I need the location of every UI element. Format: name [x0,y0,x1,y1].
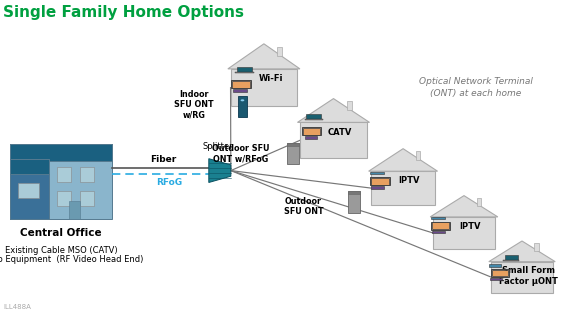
Text: Central Office: Central Office [20,228,101,239]
Bar [370,177,390,185]
Text: RFoG: RFoG [156,178,182,187]
Bar [302,127,321,135]
Bar [10,144,111,161]
Bar [10,159,49,174]
Bar [18,183,39,198]
Bar [233,89,247,92]
Text: Wi-Fi: Wi-Fi [258,74,283,84]
Text: IPTV: IPTV [459,222,481,231]
Bar [371,186,384,189]
Text: Optical Network Terminal
(ONT) at each home: Optical Network Terminal (ONT) at each h… [419,77,532,98]
Bar [370,172,384,174]
Bar [492,270,508,276]
Bar [57,167,71,182]
Bar [431,222,451,230]
Bar [431,217,444,219]
Text: Single Family Home Options: Single Family Home Options [3,5,244,20]
Polygon shape [209,159,231,182]
Text: Splitter: Splitter [202,142,233,151]
Text: ILL488A: ILL488A [3,304,31,310]
Bar [303,128,320,135]
Bar [235,72,254,73]
Bar [232,81,249,88]
Polygon shape [430,196,498,217]
Bar [371,178,389,185]
Bar [490,278,502,280]
Bar [80,167,95,182]
Bar [238,96,247,116]
Bar [503,260,519,261]
Bar [231,69,298,106]
Text: Small Form
Factor μONT: Small Form Factor μONT [499,266,557,286]
Text: Outdoor SFU
ONT w/RFoG: Outdoor SFU ONT w/RFoG [212,144,270,164]
Bar [300,122,367,158]
Bar [347,101,351,110]
Bar [432,222,450,229]
Text: Video Equipment  (RF Video Head End): Video Equipment (RF Video Head End) [0,255,143,264]
Text: IPTV: IPTV [398,176,420,185]
Bar [304,136,317,139]
Bar [231,80,251,88]
Bar [348,191,360,213]
Bar [534,244,539,251]
Text: CATV: CATV [328,128,353,137]
Bar [433,217,495,249]
Text: Fiber: Fiber [150,155,176,164]
Bar [287,143,299,164]
Bar [416,151,420,160]
Bar [432,231,445,233]
Circle shape [241,99,244,101]
Bar [57,191,71,206]
Bar [304,119,322,120]
Bar [306,114,321,119]
Bar [371,171,435,205]
Polygon shape [369,149,437,171]
Bar [277,47,282,56]
Bar [477,198,481,206]
Text: Existing Cable MSO (CATV): Existing Cable MSO (CATV) [5,246,117,255]
Bar [237,67,252,72]
Polygon shape [489,241,555,262]
Bar [489,264,502,267]
Bar [348,191,360,194]
Bar [80,191,95,206]
Bar [287,143,299,146]
Bar [491,262,553,293]
Bar [10,144,111,219]
Text: Outdoor
SFU ONT: Outdoor SFU ONT [284,197,323,216]
Text: Indoor
SFU ONT
w/RG: Indoor SFU ONT w/RG [175,90,214,120]
Bar [10,159,49,219]
Bar [505,255,518,260]
Bar [491,269,509,277]
Polygon shape [298,99,369,122]
Bar [69,201,80,219]
Polygon shape [228,44,300,69]
